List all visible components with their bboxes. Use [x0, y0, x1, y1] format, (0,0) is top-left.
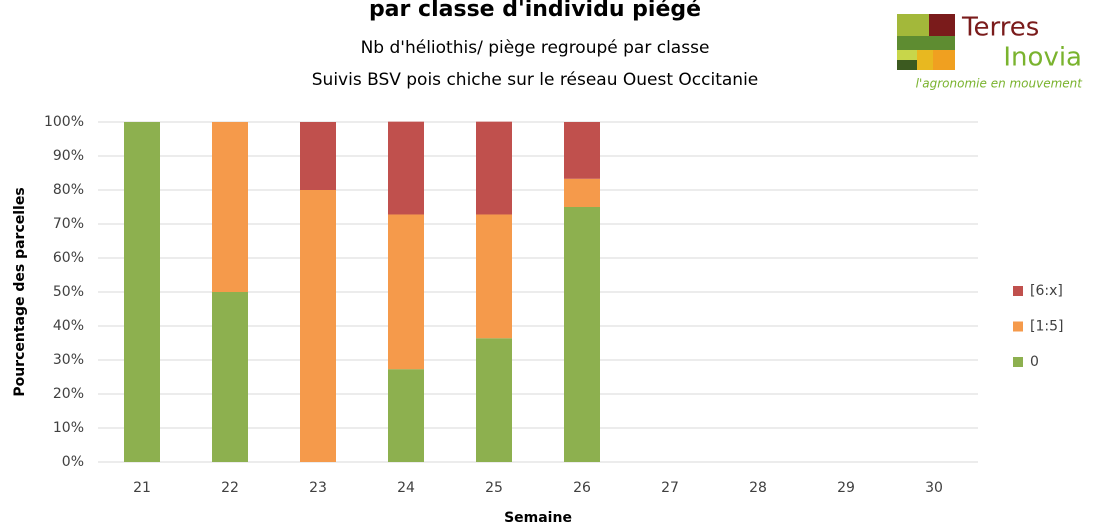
x-tick-label: 27: [661, 480, 679, 496]
x-tick-label: 21: [133, 480, 151, 496]
bar-segment: [564, 122, 600, 179]
legend-label: [1:5]: [1030, 319, 1063, 335]
chart-title: par classe d'individu piégé: [369, 0, 701, 22]
logo-text: Terres: [961, 13, 1039, 43]
logo-block: [897, 60, 917, 70]
y-tick-label: 80%: [53, 182, 84, 198]
subtitle: Suivis BSV pois chiche sur le réseau Oue…: [312, 70, 759, 90]
legend-swatch: [1013, 286, 1023, 296]
bar-segment: [212, 122, 248, 292]
logo-block: [917, 50, 933, 70]
x-tick-label: 22: [221, 480, 239, 496]
subtitle: Nb d'héliothis/ piège regroupé par class…: [361, 38, 710, 58]
y-tick-label: 60%: [53, 250, 84, 266]
y-tick-label: 90%: [53, 148, 84, 164]
y-tick-label: 0%: [62, 454, 84, 470]
bar-segment: [300, 190, 336, 462]
logo-block: [933, 50, 955, 70]
logo-block: [929, 14, 955, 36]
y-tick-label: 20%: [53, 386, 84, 402]
x-tick-label: 24: [397, 480, 415, 496]
x-tick-label: 30: [925, 480, 943, 496]
legend-label: [6:x]: [1030, 283, 1063, 299]
y-tick-label: 50%: [53, 284, 84, 300]
x-tick-label: 23: [309, 480, 327, 496]
bar-segment: [300, 122, 336, 190]
x-axis-label: Semaine: [504, 510, 572, 526]
logo-block: [897, 36, 955, 50]
logo: Terres Inovia l'agronomie en mouvement: [897, 13, 1083, 91]
logo-text: Inovia: [1003, 43, 1082, 73]
legend-label: 0: [1030, 354, 1039, 370]
bar-segment: [476, 121, 512, 215]
bar-segment: [388, 369, 424, 462]
y-tick-label: 40%: [53, 318, 84, 334]
y-tick-label: 100%: [44, 114, 84, 130]
bar-segment: [476, 338, 512, 462]
legend-swatch: [1013, 357, 1023, 367]
bar-segment: [564, 178, 600, 207]
bar-segment: [124, 122, 160, 462]
y-tick-label: 70%: [53, 216, 84, 232]
bar-segment: [388, 214, 424, 370]
legend-swatch: [1013, 321, 1023, 332]
bar-segment: [476, 214, 512, 339]
bar-segment: [564, 207, 600, 462]
y-tick-label: 10%: [53, 420, 84, 436]
y-tick-label: 30%: [53, 352, 84, 368]
bar-segment: [388, 121, 424, 215]
x-tick-label: 26: [573, 480, 591, 496]
logo-block: [897, 50, 917, 60]
x-tick-label: 25: [485, 480, 503, 496]
logo-tagline: l'agronomie en mouvement: [916, 77, 1084, 91]
x-tick-label: 29: [837, 480, 855, 496]
logo-block: [897, 14, 929, 36]
y-axis-label: Pourcentage des parcelles: [12, 187, 28, 396]
bar-segment: [212, 292, 248, 462]
x-tick-label: 28: [749, 480, 767, 496]
